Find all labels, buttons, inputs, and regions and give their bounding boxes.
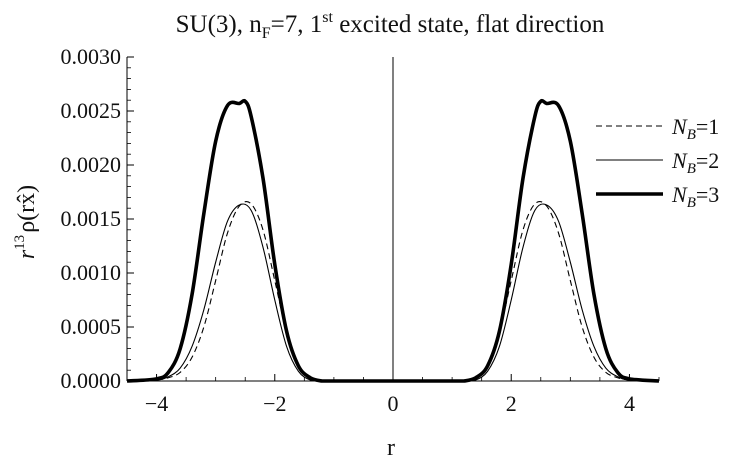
legend-label-nb1: NB=1	[671, 114, 719, 143]
x-tick-label: −2	[263, 391, 286, 416]
y-tick-label: 0.0000	[61, 368, 122, 393]
y-tick-label: 0.0015	[61, 206, 122, 231]
x-tick-label: 2	[506, 391, 517, 416]
legend-label-nb2: NB=2	[671, 148, 719, 177]
legend-label-nb3: NB=3	[671, 182, 719, 211]
series-line-nb1	[126, 200, 660, 382]
y-tick-label: 0.0025	[61, 98, 122, 123]
y-axis-label: r13 ρ(rx̂)	[12, 185, 40, 259]
x-tick-label: 0	[388, 391, 399, 416]
x-tick-label: −4	[145, 391, 168, 416]
y-tick-label: 0.0020	[61, 152, 122, 177]
x-axis-label: r	[387, 435, 395, 461]
chart-title: SU(3), nF=7, 1st excited state, flat dir…	[176, 9, 605, 42]
y-tick-label: 0.0005	[61, 314, 122, 339]
y-tick-label: 0.0030	[61, 44, 122, 69]
x-tick-label: 4	[624, 391, 635, 416]
series-line-nb3	[126, 98, 660, 383]
y-tick-label: 0.0010	[61, 260, 122, 285]
